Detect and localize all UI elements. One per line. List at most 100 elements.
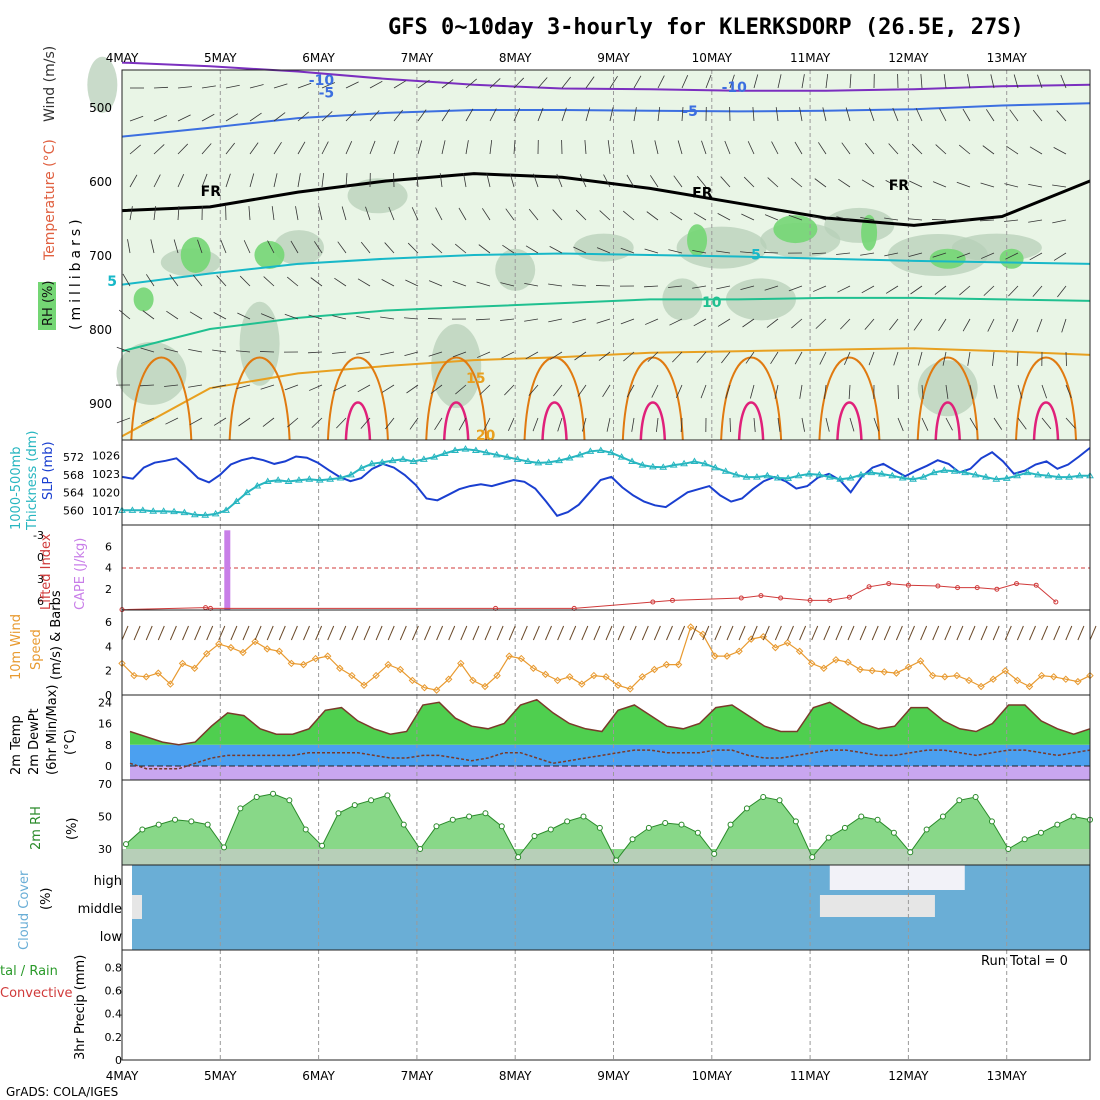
wind-barb [814, 178, 827, 188]
rh-point [743, 805, 750, 812]
wind-barb [201, 143, 212, 155]
wind-barb [129, 144, 141, 155]
rh-point [956, 797, 963, 804]
wind-barb [670, 211, 683, 221]
wind-barb [1053, 252, 1067, 261]
rh-high-area [999, 248, 1024, 269]
lifted-index-tick: 0 [37, 551, 44, 564]
slp-tick: 1020 [92, 486, 120, 499]
wind-speed-point [396, 665, 405, 674]
thickness-point [336, 473, 345, 481]
wind-barb [169, 625, 177, 641]
wind-barb [220, 239, 227, 254]
wind-barb [483, 417, 491, 431]
rh-point [172, 816, 179, 823]
thickness-point [1034, 470, 1042, 478]
wind-speed-point [384, 660, 392, 669]
wind-speed-point [977, 682, 985, 691]
wind-barb [641, 625, 649, 641]
wind-barb [897, 417, 904, 432]
pressure-tick-label: 500 [89, 101, 112, 115]
wind-barb [577, 384, 587, 397]
wind-barb [794, 141, 803, 155]
thickness-point [753, 473, 761, 480]
wind-barb [943, 74, 947, 89]
wind-barb [705, 74, 712, 89]
wind-barb [417, 79, 430, 89]
wind-barb [681, 107, 684, 122]
slp-tick: 1017 [92, 505, 120, 518]
wind-barb [572, 284, 587, 287]
wind-barb [194, 625, 202, 641]
wind-speed-point [1049, 673, 1058, 681]
wind-barb [537, 77, 548, 89]
wind-barb [452, 280, 467, 287]
wind-barb [486, 173, 491, 188]
wind-barb [332, 315, 347, 320]
wind-barb [740, 251, 755, 254]
top-day-label: 6MAY [302, 51, 335, 65]
wind-speed-point [275, 647, 284, 655]
wind-barb [249, 173, 255, 188]
wind-barb [375, 625, 383, 641]
wind-barb [500, 318, 515, 321]
wind-barb [729, 417, 731, 433]
upper-axis-title: Temperature (°C) Wind (m/s) [42, 46, 58, 261]
wind-barb [345, 110, 357, 122]
temp-tick: 0 [105, 760, 112, 773]
rh-mid-area [431, 324, 482, 408]
wind-speed-point [614, 681, 622, 689]
lifted-index-point [738, 595, 744, 601]
wind-barb [384, 242, 395, 254]
wind-barb [753, 417, 756, 432]
thickness-point [586, 447, 595, 454]
thickness-tick: 572 [63, 451, 84, 464]
rh-point [237, 805, 244, 812]
wind-barb [726, 625, 734, 641]
rh-point [890, 829, 897, 836]
wind-barb [308, 314, 323, 320]
thickness-point [357, 464, 366, 471]
wind-barb [460, 625, 468, 641]
wind-barb [308, 384, 323, 391]
wind-barb [791, 318, 803, 329]
thickness-point [138, 506, 147, 513]
thickness-point [524, 457, 532, 465]
wind-barb [669, 318, 683, 326]
thickness-point [763, 471, 772, 479]
wind-barb [345, 173, 348, 188]
rh-point [417, 846, 424, 852]
rh-point [351, 802, 358, 809]
wind-barb [525, 245, 539, 254]
thickness-point [409, 457, 418, 465]
wind-barb [884, 217, 899, 221]
wind-barb [1013, 74, 1019, 89]
rh-point [531, 833, 538, 839]
wind-tick: 6 [105, 616, 112, 629]
wind-barb [986, 109, 995, 122]
wind-barb [407, 242, 419, 254]
wind-speed-point [711, 652, 719, 660]
wind-barb [677, 140, 683, 155]
thickness-point [680, 459, 688, 467]
thickness-point [909, 475, 917, 482]
wind-barb [479, 384, 491, 395]
wind-barb [741, 213, 755, 221]
wind-barb [938, 318, 947, 332]
wind-barb [188, 384, 203, 388]
wind-speed-point [215, 640, 223, 648]
wind-speed-point [880, 668, 889, 676]
wind-barb [764, 285, 779, 291]
wind-speed-point [590, 671, 598, 680]
wind-speed-line [121, 626, 1091, 691]
wind-barb [654, 140, 659, 155]
wind-barb [409, 417, 419, 430]
wind-barb [189, 417, 203, 426]
top-day-label: 11MAY [790, 51, 831, 65]
wind-barb [404, 351, 419, 356]
wind-barb [455, 384, 467, 395]
wind-barb [557, 417, 563, 432]
wind-barb [1029, 146, 1043, 155]
wind-barb [873, 417, 880, 432]
cloud-label-2: (%) [39, 888, 54, 911]
